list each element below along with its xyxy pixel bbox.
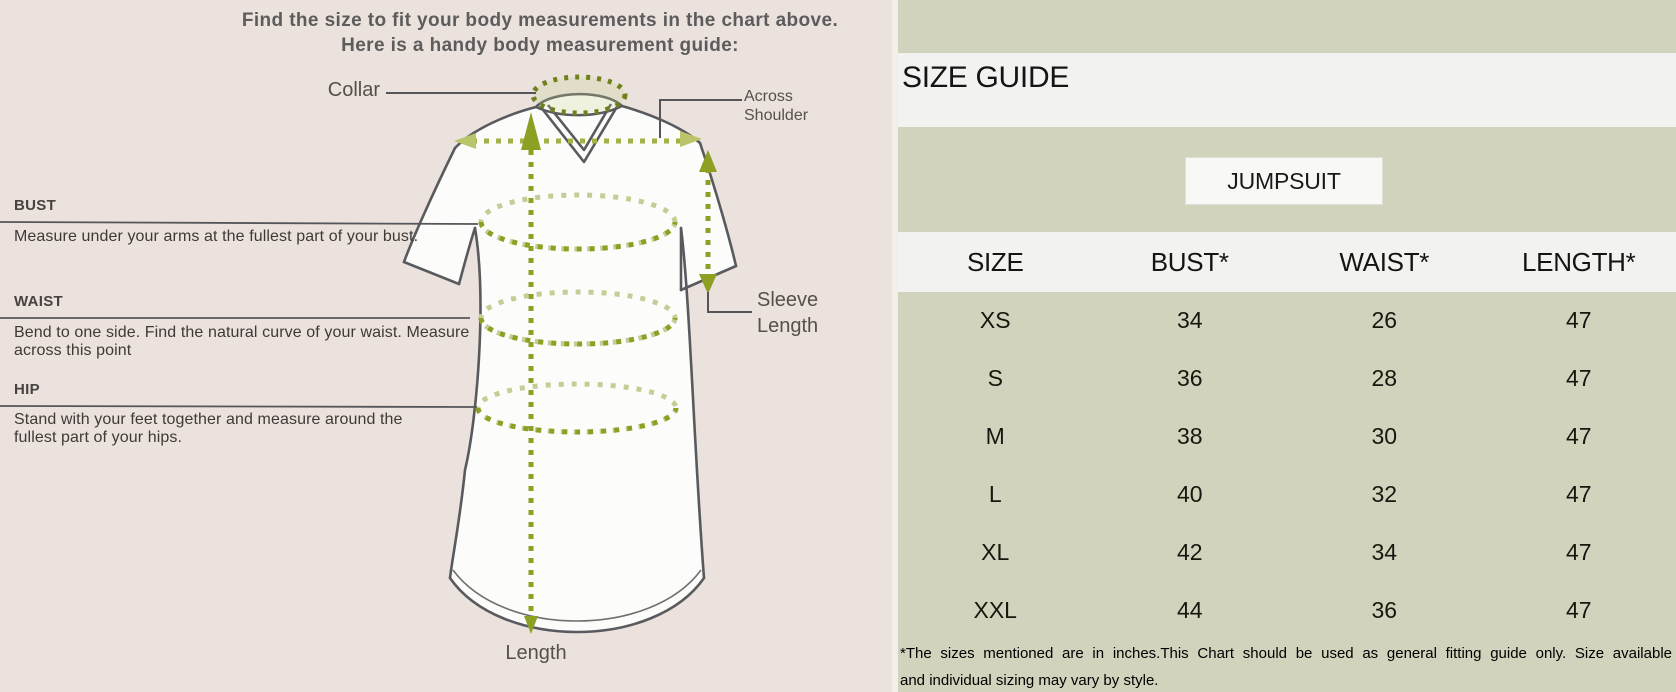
cell-size: S (987, 365, 1003, 392)
garment-body (404, 94, 736, 632)
inner-hem-line (452, 569, 702, 622)
table-row: XS 34 26 47 (898, 292, 1676, 350)
cell-bust: 44 (1176, 596, 1203, 623)
bust-section-description: Measure under your arms at the fullest p… (14, 228, 419, 245)
cell-size: XXL (973, 596, 1017, 623)
cell-length: 47 (1565, 480, 1592, 507)
sleeve-length-label-line2: Length (757, 315, 819, 337)
hip-rule (0, 405, 478, 408)
cell-length: 47 (1565, 307, 1592, 334)
size-guide-title: SIZE GUIDE (902, 61, 1070, 94)
footnote-line1: *The sizes mentioned are in inches.This … (900, 645, 1672, 662)
size-guide-panel: SIZE GUIDE JUMPSUIT SIZE BUST* WAIST* LE… (898, 0, 1676, 692)
collar-label: Collar (327, 79, 380, 101)
cell-length: 47 (1565, 596, 1592, 623)
across-shoulder-connector (659, 99, 742, 138)
section-rules (0, 221, 479, 408)
bust-rule (0, 221, 479, 225)
footnote-line2: and individual sizing may vary by style. (900, 672, 1159, 689)
column-header-length: LENGTH* (1522, 246, 1636, 277)
size-table-body: XS 34 26 47 S 36 28 47 M 38 30 47 L 40 3… (898, 292, 1676, 639)
cell-waist: 36 (1371, 596, 1398, 623)
cell-bust: 42 (1176, 538, 1203, 565)
cell-bust: 40 (1176, 480, 1203, 507)
sleeve-length-label: Sleeve Length (757, 287, 818, 339)
size-table-header: SIZE BUST* WAIST* LENGTH* (898, 232, 1676, 292)
sleeve-measure-line (699, 150, 717, 294)
across-shoulder-label: Across Shoulder (744, 87, 808, 125)
cell-size: L (988, 480, 1002, 507)
cell-size: XS (979, 307, 1011, 334)
bust-measure-ellipse (478, 192, 678, 252)
waist-section-description: Bend to one side. Find the natural curve… (14, 324, 470, 359)
column-header-size: SIZE (966, 246, 1024, 277)
column-header-bust: BUST* (1150, 246, 1229, 277)
cell-waist: 34 (1371, 538, 1398, 565)
cell-size: XL (981, 538, 1010, 565)
sleeve-length-connector (707, 292, 752, 313)
guide-heading-line2: Here is a handy body measurement guide: (341, 35, 739, 56)
cell-length: 47 (1565, 365, 1592, 392)
label-connectors (386, 92, 752, 313)
table-row: XL 42 34 47 (898, 523, 1676, 581)
waist-section-label: WAIST (14, 293, 63, 310)
table-row: L 40 32 47 (898, 465, 1676, 523)
sleeve-length-label-line1: Sleeve (757, 289, 819, 311)
shoulder-measure-line (454, 131, 702, 149)
neckline-v (538, 103, 620, 164)
cell-waist: 26 (1371, 307, 1398, 334)
size-guide-footnote: *The sizes mentioned are in inches.This … (900, 640, 1672, 692)
cell-bust: 38 (1176, 423, 1203, 450)
waist-measure-ellipse (478, 289, 678, 347)
cell-length: 47 (1565, 538, 1592, 565)
across-shoulder-label-line1: Across (744, 88, 793, 105)
jumpsuit-category-button[interactable]: JUMPSUIT (1185, 157, 1383, 205)
across-shoulder-label-line2: Shoulder (744, 107, 809, 124)
hip-section-description: Stand with your feet together and measur… (14, 411, 403, 446)
garment-diagram (0, 74, 752, 634)
length-measure-line (521, 112, 541, 634)
cell-bust: 34 (1176, 307, 1203, 334)
column-header-waist: WAIST* (1339, 246, 1430, 277)
cell-size: M (985, 423, 1005, 450)
bust-section-label: BUST (14, 197, 57, 214)
cell-waist: 30 (1371, 423, 1398, 450)
guide-heading-line1: Find the size to fit your body measureme… (241, 10, 839, 31)
measurement-guide-panel: Find the size to fit your body measureme… (0, 0, 892, 692)
panel-divider (892, 0, 898, 692)
cell-waist: 32 (1371, 480, 1398, 507)
length-label: Length (505, 642, 567, 664)
table-row: M 38 30 47 (898, 408, 1676, 466)
cell-waist: 28 (1371, 365, 1398, 392)
hip-section-label: HIP (14, 381, 40, 398)
table-row: XXL 44 36 47 (898, 581, 1676, 639)
cell-length: 47 (1565, 423, 1592, 450)
collar-measure-ellipse (530, 74, 628, 116)
size-guide-title-band: SIZE GUIDE (898, 53, 1676, 127)
hip-measure-ellipse (475, 381, 679, 435)
table-row: S 36 28 47 (898, 350, 1676, 408)
cell-bust: 36 (1176, 365, 1203, 392)
